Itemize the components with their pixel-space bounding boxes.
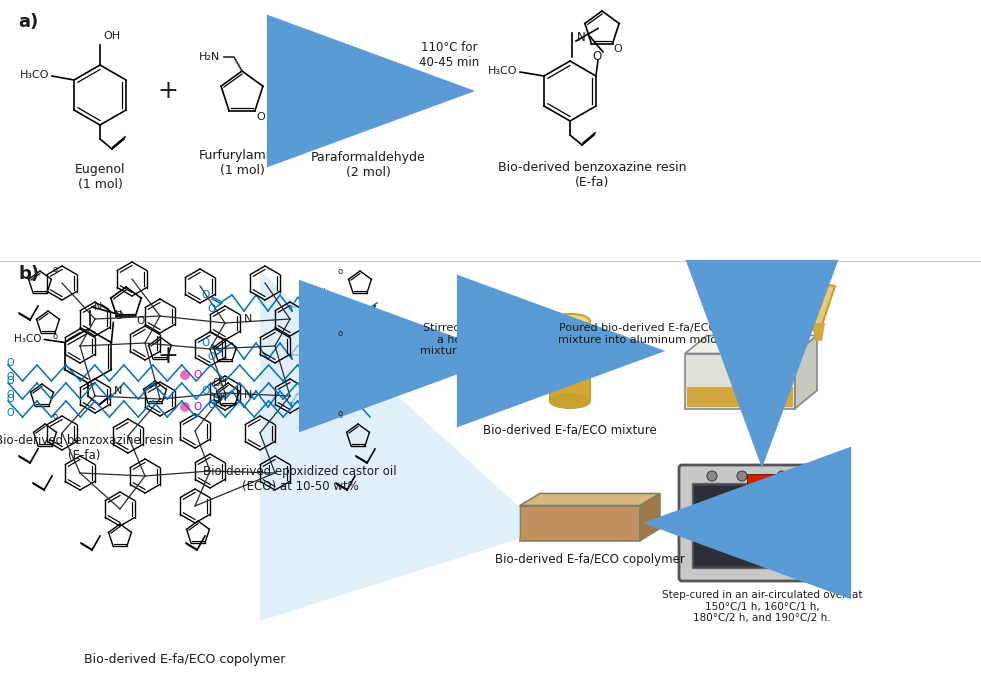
Text: O: O [6,372,14,382]
Polygon shape [790,281,835,331]
Text: +: + [158,344,179,368]
Circle shape [707,471,717,481]
Text: OH: OH [312,384,327,394]
FancyBboxPatch shape [692,483,832,568]
Ellipse shape [550,314,590,328]
Polygon shape [812,323,825,341]
FancyBboxPatch shape [679,465,845,581]
Text: Bio-derived benzoxazine resin
(E-fa): Bio-derived benzoxazine resin (E-fa) [0,434,174,462]
Text: O: O [6,358,14,368]
Text: OH: OH [213,378,228,388]
Text: O: O [6,390,14,400]
Text: O: O [593,50,601,62]
Text: o: o [52,265,58,274]
Text: OH: OH [103,31,120,41]
Text: a): a) [18,13,38,31]
Text: O: O [193,370,201,380]
Text: O: O [208,352,216,362]
FancyBboxPatch shape [551,352,589,400]
Text: O: O [6,376,14,386]
Text: O: O [208,400,216,410]
Text: Bio-derived E-fa/ECO copolymer: Bio-derived E-fa/ECO copolymer [84,653,285,666]
Text: Poured bio-derived E-fa/ECO
mixture into aluminum mold: Poured bio-derived E-fa/ECO mixture into… [558,323,718,345]
Text: Bio-derived benzoxazine resin
(E-fa): Bio-derived benzoxazine resin (E-fa) [497,161,687,189]
Text: OH: OH [213,393,228,403]
Text: N: N [244,390,252,400]
Text: O: O [193,402,201,412]
Circle shape [180,370,190,380]
Text: H: H [339,100,349,113]
Text: O: O [6,394,14,404]
Text: N: N [114,310,123,320]
Text: N: N [244,314,252,324]
Polygon shape [260,271,520,621]
Text: Stirred at 110°C until
a homogeneous
mixture was obtained.: Stirred at 110°C until a homogeneous mix… [420,323,544,356]
Text: o: o [337,408,342,417]
Polygon shape [795,336,817,408]
FancyBboxPatch shape [520,506,640,540]
Polygon shape [685,336,817,354]
Text: Paraformaldehyde
(2 mol): Paraformaldehyde (2 mol) [311,151,426,179]
Text: O: O [256,112,265,122]
Text: N: N [94,302,102,312]
Text: o: o [52,332,58,341]
Text: Bio-derived E-fa/ECO copolymer: Bio-derived E-fa/ECO copolymer [495,553,685,565]
Text: H: H [387,100,396,113]
Circle shape [777,471,787,481]
Text: Bio-derived epoxidized castor oil
(ECO) at 10-50 wt%: Bio-derived epoxidized castor oil (ECO) … [203,465,396,493]
Text: H₃CO: H₃CO [14,334,41,343]
Text: Bio-derived E-fa/ECO mixture: Bio-derived E-fa/ECO mixture [483,423,657,436]
Text: o: o [337,328,342,337]
FancyBboxPatch shape [685,354,795,408]
Text: Furfurylamine
(1 mol): Furfurylamine (1 mol) [198,149,285,177]
Text: OH: OH [312,288,327,298]
Circle shape [807,471,817,481]
Text: N: N [577,30,586,44]
Circle shape [737,471,747,481]
Text: H₃CO: H₃CO [20,70,49,80]
Circle shape [180,402,190,412]
Text: OH: OH [312,336,327,346]
Text: O: O [202,338,210,348]
Text: b): b) [18,265,39,283]
Text: O: O [208,304,216,314]
Polygon shape [520,493,660,506]
Text: O: O [202,290,210,300]
Text: Step-cured in an air-circulated oven at
150°C/1 h, 160°C/1 h,
180°C/2 h, and 190: Step-cured in an air-circulated oven at … [662,590,862,623]
Text: 110°C for
40-45 min: 110°C for 40-45 min [419,41,479,69]
Text: N: N [114,386,123,396]
Ellipse shape [550,394,590,408]
FancyBboxPatch shape [747,474,777,488]
Polygon shape [687,386,793,406]
Text: O: O [202,386,210,396]
Text: O: O [115,310,124,321]
FancyBboxPatch shape [550,321,590,401]
FancyBboxPatch shape [694,486,830,566]
Text: H₂N: H₂N [199,52,220,62]
Text: O: O [6,408,14,418]
Polygon shape [640,493,660,540]
Text: O: O [613,44,622,54]
Text: Eugenol
(1 mol): Eugenol (1 mol) [75,163,126,191]
Text: +: + [158,79,179,103]
Text: o: o [52,412,58,421]
Text: o: o [337,267,342,276]
Text: +: + [293,79,315,103]
Text: O: O [136,316,144,326]
Text: O: O [363,60,373,73]
Text: H₃CO: H₃CO [488,66,517,76]
